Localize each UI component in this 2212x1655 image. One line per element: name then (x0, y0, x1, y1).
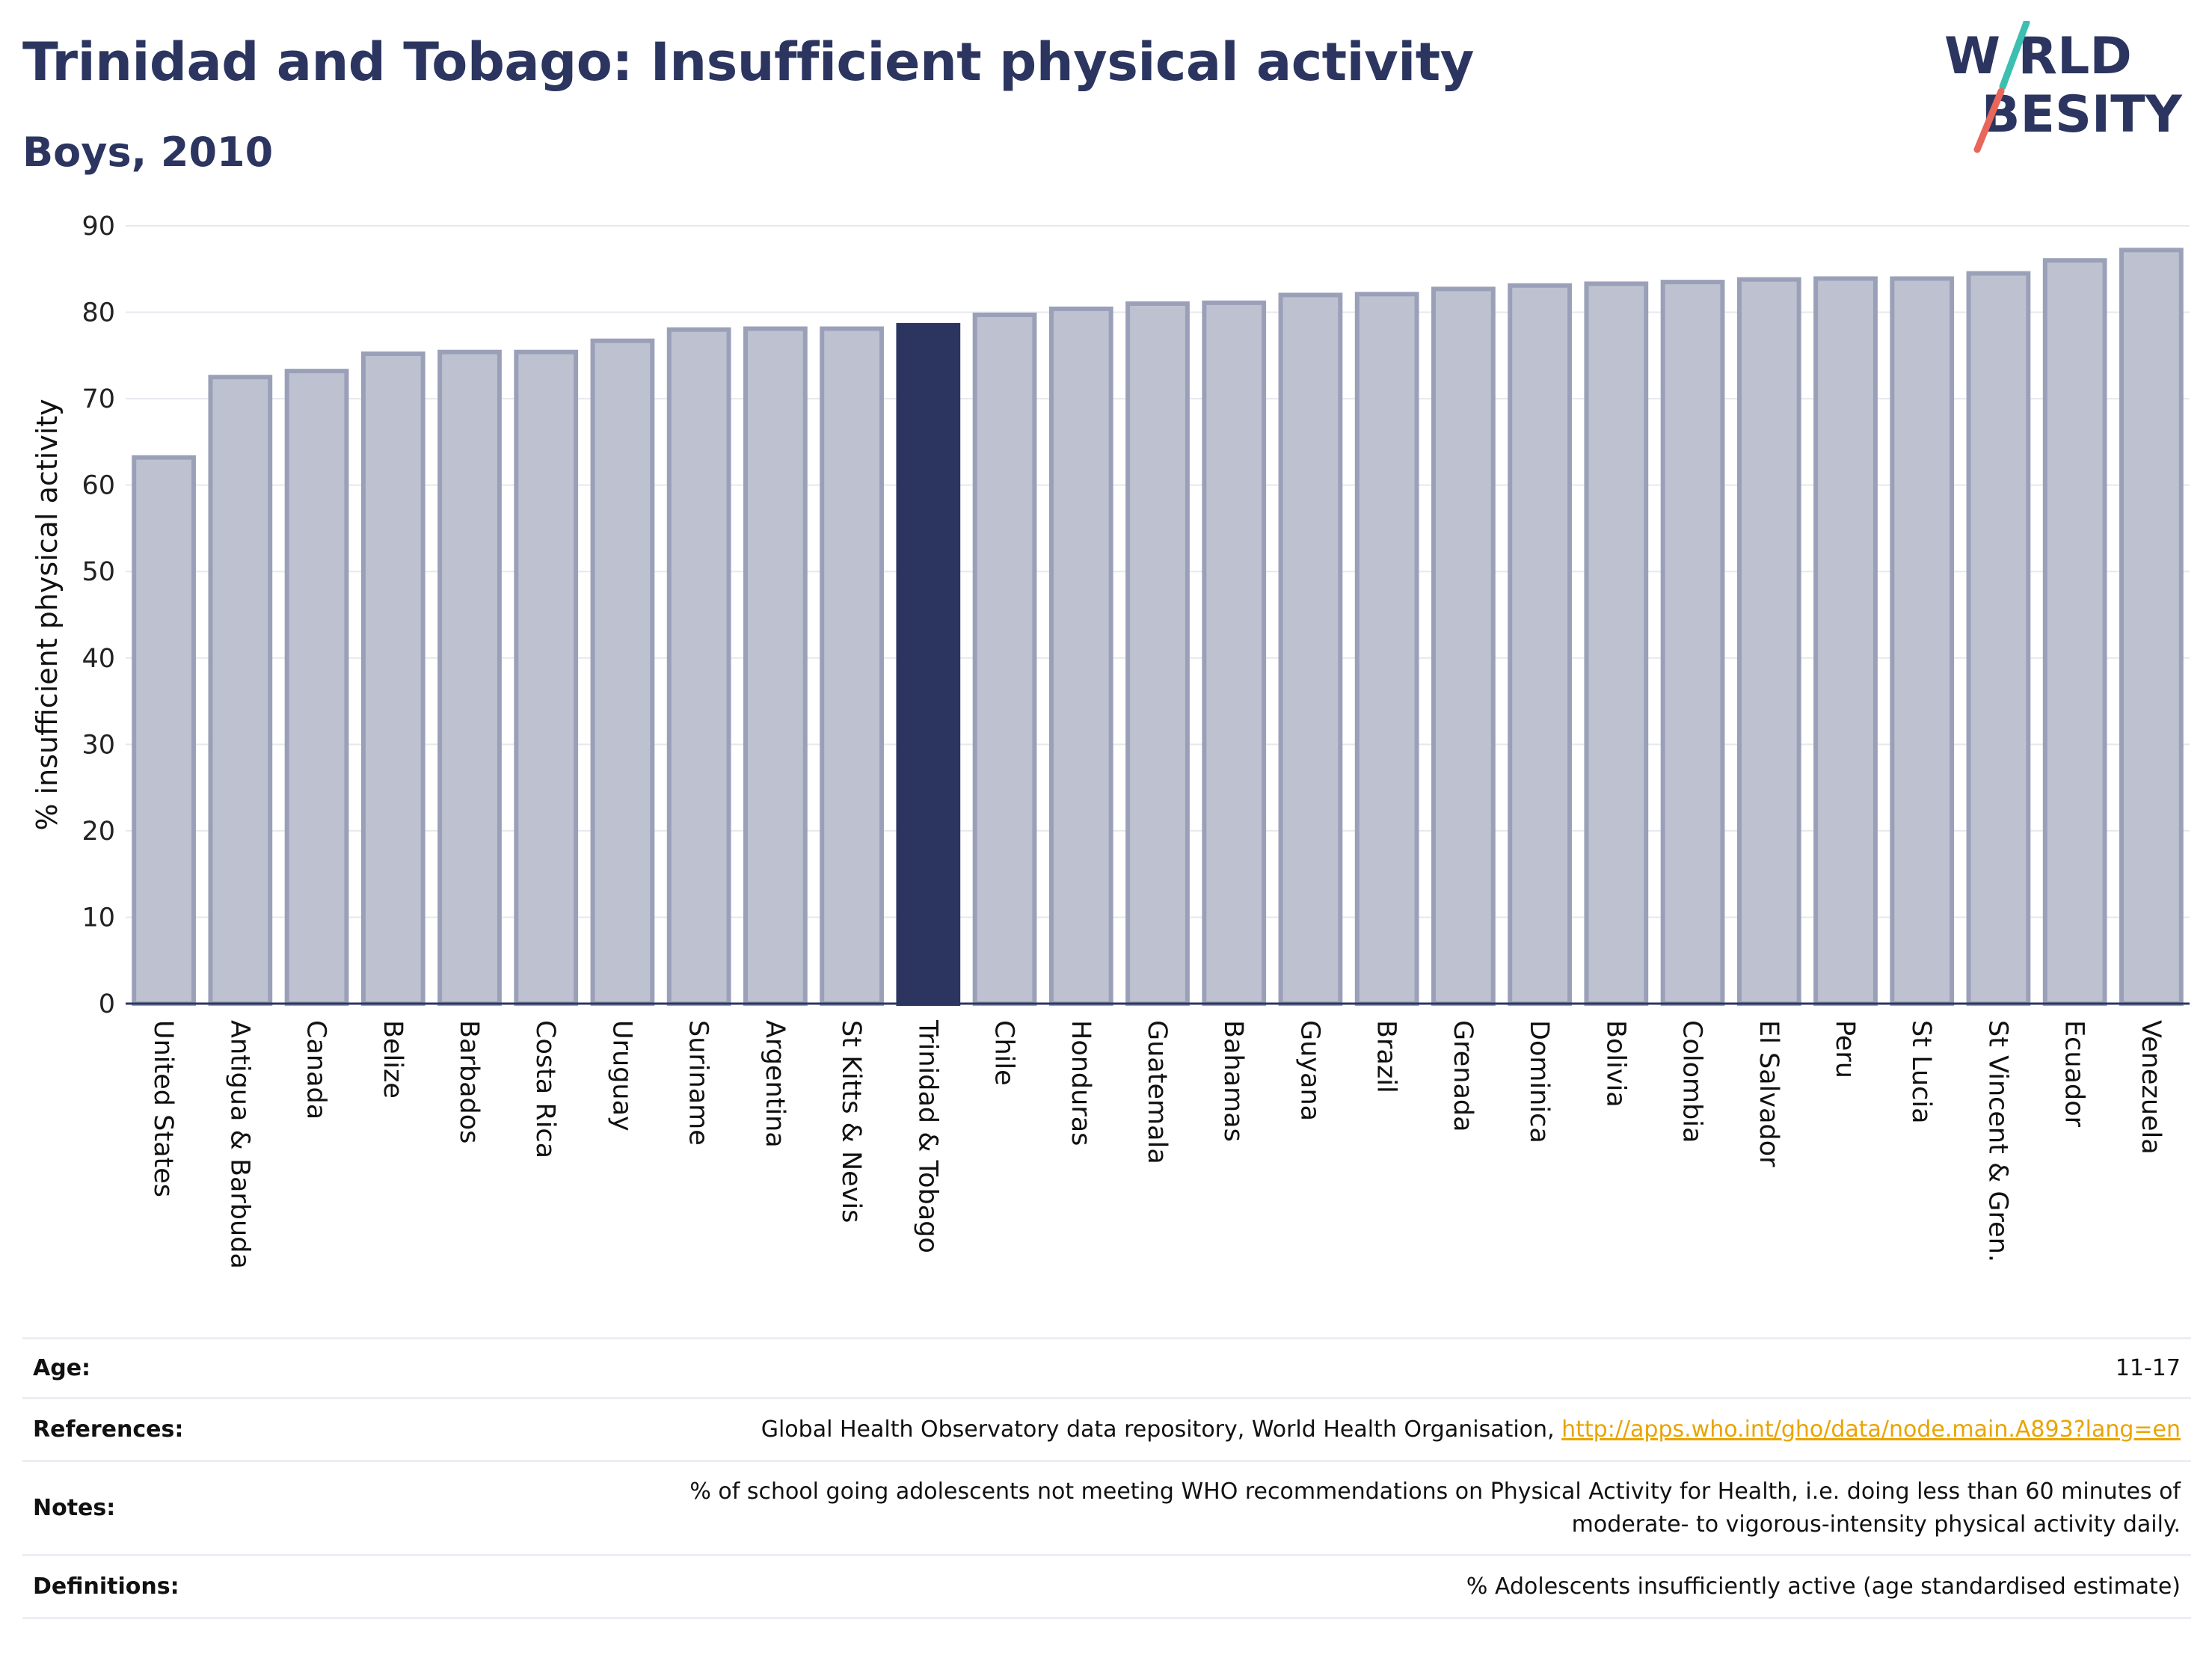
y-tick-label: 70 (82, 384, 115, 414)
x-tick-label: Canada (301, 1020, 331, 1120)
y-axis-title: % insufficient physical activity (31, 399, 64, 830)
x-tick-label: Dominica (1524, 1020, 1554, 1143)
bar[interactable] (1660, 280, 1725, 1007)
logo-slash-top (1999, 21, 2030, 90)
bar[interactable] (1813, 276, 1878, 1006)
y-tick-label: 80 (82, 298, 115, 328)
x-tick-label: Guatemala (1142, 1020, 1172, 1164)
x-tick-label: Guyana (1294, 1020, 1324, 1121)
x-tick-label: Colombia (1677, 1020, 1707, 1143)
age-value: 11-17 (342, 1337, 2191, 1399)
bar[interactable] (284, 369, 349, 1006)
info-row-notes: Notes: % of school going adolescents not… (22, 1460, 2191, 1556)
notes-line-2: moderate- to vigorous-intensity physical… (1571, 1511, 2181, 1538)
bar[interactable] (820, 326, 884, 1006)
info-row-age: Age: 11-17 (22, 1337, 2191, 1399)
bar[interactable] (437, 349, 502, 1006)
bar[interactable] (743, 326, 808, 1006)
y-tick-label: 0 (99, 989, 115, 1019)
x-tick-label: Belize (378, 1020, 408, 1099)
chart-subtitle: Boys, 2010 (22, 129, 274, 176)
references-label: References: (22, 1397, 342, 1462)
info-table: Age: 11-17 References: Global Health Obs… (22, 1337, 2191, 1619)
chart-title: Trinidad and Tobago: Insufficient physic… (22, 31, 1474, 93)
bar[interactable] (1202, 300, 1267, 1007)
bar[interactable] (132, 455, 196, 1006)
x-tick-label: Uruguay (606, 1020, 636, 1132)
bar[interactable] (1431, 286, 1496, 1007)
bar[interactable] (590, 338, 655, 1006)
info-row-definitions: Definitions: % Adolescents insufficientl… (22, 1554, 2191, 1619)
bar[interactable] (208, 375, 273, 1006)
bar[interactable] (1048, 306, 1113, 1006)
x-tick-label: Ecuador (2059, 1020, 2089, 1128)
age-label: Age: (22, 1337, 342, 1399)
bar[interactable] (972, 313, 1037, 1006)
definitions-label: Definitions: (22, 1554, 342, 1619)
x-tick-label: Costa Rica (530, 1020, 560, 1158)
bar[interactable] (360, 351, 425, 1006)
y-tick-label: 10 (82, 903, 115, 933)
bar[interactable] (1278, 292, 1343, 1006)
x-tick-label: St Kitts & Nevis (836, 1020, 866, 1223)
x-tick-label: Suriname (683, 1020, 713, 1146)
notes-line-1: % of school going adolescents not meetin… (689, 1478, 2181, 1505)
x-tick-label: Honduras (1066, 1020, 1096, 1146)
bar-highlight[interactable] (896, 322, 961, 1006)
bar[interactable] (1584, 281, 1649, 1006)
bar[interactable] (1354, 292, 1419, 1006)
bars (132, 248, 2184, 1007)
x-axis-labels: United States Antigua & Barbuda Canada Beli… (148, 1019, 2166, 1269)
logo-line-world: W RLD (1944, 27, 2132, 86)
bar[interactable] (1966, 271, 2031, 1006)
y-tick-label: 60 (82, 471, 115, 501)
y-tick-label: 20 (82, 817, 115, 847)
bar[interactable] (1736, 277, 1801, 1006)
x-tick-label: Bolivia (1600, 1020, 1630, 1108)
bar[interactable] (1890, 276, 1955, 1006)
y-tick-label: 40 (82, 644, 115, 674)
y-tick-label: 50 (82, 557, 115, 587)
y-tick-label: 30 (82, 730, 115, 760)
x-tick-label: Antigua & Barbuda (224, 1020, 254, 1269)
info-row-references: References: Global Health Observatory da… (22, 1397, 2191, 1462)
references-link[interactable]: http://apps.who.int/gho/data/node.main.A… (1561, 1416, 2181, 1443)
logo-slash-bottom (1973, 87, 2005, 153)
y-tick-label: 90 (82, 212, 115, 242)
x-tick-label: Argentina (760, 1020, 790, 1148)
x-tick-label: Brazil (1371, 1020, 1401, 1093)
x-tick-label: Bahamas (1218, 1020, 1248, 1142)
x-tick-label: Peru (1830, 1020, 1860, 1078)
world-obesity-logo: W RLD BESITY (1944, 21, 2183, 153)
x-tick-label: Grenada (1448, 1020, 1478, 1132)
references-value: Global Health Observatory data repositor… (761, 1416, 1562, 1443)
x-tick-label: Chile (989, 1020, 1019, 1086)
notes-label: Notes: (22, 1460, 342, 1556)
x-tick-label: St Vincent & Gren. (1982, 1020, 2012, 1262)
x-tick-label: El Salvador (1754, 1020, 1784, 1167)
x-tick-label: Venezuela (2136, 1020, 2166, 1155)
bar[interactable] (514, 349, 579, 1006)
x-tick-label: Barbados (454, 1020, 484, 1143)
bar[interactable] (1508, 283, 1572, 1006)
x-tick-label: United States (148, 1020, 178, 1197)
definitions-value: % Adolescents insufficiently active (age… (342, 1554, 2191, 1619)
bar-chart: 0 10 20 30 40 50 60 70 80 90 United States Antigua… (31, 212, 2190, 1269)
x-tick-label: Trinidad & Tobago (912, 1019, 942, 1253)
bar[interactable] (2119, 248, 2184, 1007)
bar[interactable] (666, 327, 731, 1006)
x-tick-label: St Lucia (1906, 1020, 1936, 1124)
bar[interactable] (2042, 258, 2107, 1006)
bar[interactable] (1125, 301, 1190, 1006)
y-axis-ticks: 0 10 20 30 40 50 60 70 80 90 (82, 212, 115, 1019)
